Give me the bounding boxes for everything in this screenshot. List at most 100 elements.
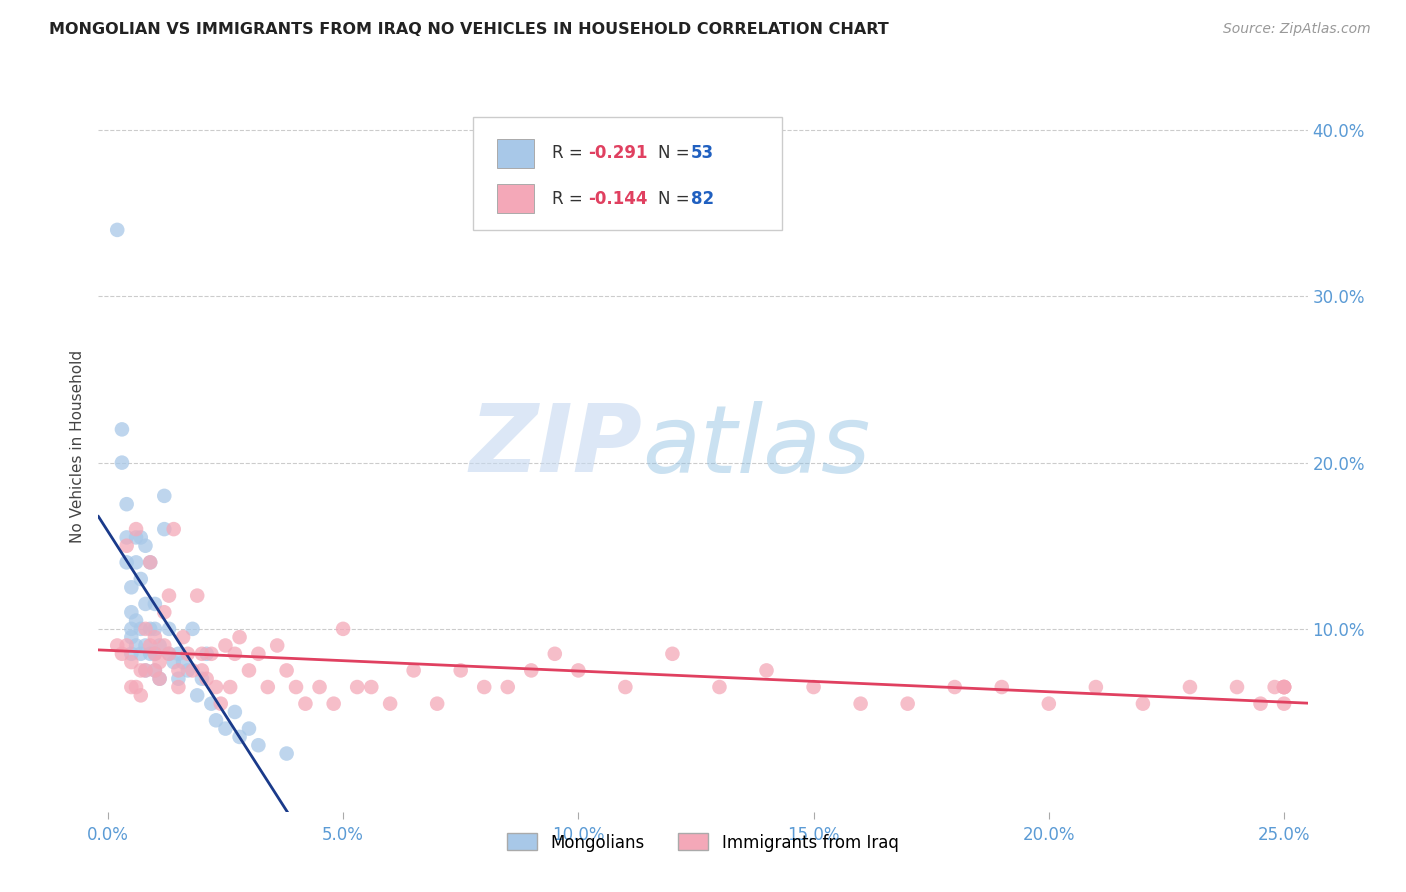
Point [167,647,190,661]
Point [1272,697,1295,711]
Point [191,664,214,678]
Point [153,489,176,503]
Point [125,530,148,544]
Point [115,539,138,553]
Point [172,655,194,669]
Point [125,639,148,653]
Point [139,622,162,636]
Point [139,639,162,653]
Point [129,622,152,636]
Point [157,589,180,603]
Point [943,680,966,694]
Point [360,680,382,694]
Point [755,664,778,678]
Point [111,647,134,661]
Point [238,722,260,736]
Point [134,539,156,553]
Point [200,697,222,711]
Text: R =: R = [551,190,588,208]
Point [125,555,148,569]
Point [111,422,134,436]
Point [472,680,495,694]
Point [163,655,186,669]
Point [134,622,156,636]
Text: -0.291: -0.291 [588,145,648,162]
Point [105,639,128,653]
Point [149,672,172,686]
Point [803,680,825,694]
Point [186,689,208,703]
Point [120,605,142,619]
Point [115,530,138,544]
Point [134,664,156,678]
Point [181,664,204,678]
Point [1250,697,1272,711]
FancyBboxPatch shape [474,117,782,230]
Text: atlas: atlas [643,401,870,491]
Point [115,639,138,653]
Point [544,647,567,661]
Point [256,680,278,694]
Point [1178,680,1201,694]
Point [322,697,344,711]
Text: N =: N = [658,145,695,162]
Point [205,680,228,694]
Text: -0.144: -0.144 [588,190,648,208]
Point [247,738,270,752]
Point [167,672,190,686]
Point [177,664,200,678]
Point [1264,680,1286,694]
Point [177,647,200,661]
Point [125,680,148,694]
Text: N =: N = [658,190,695,208]
Point [276,747,298,761]
Point [143,630,166,644]
Point [120,630,142,644]
Point [139,555,162,569]
Point [129,530,152,544]
Point [191,672,214,686]
Point [120,622,142,636]
Point [426,697,449,711]
Point [143,597,166,611]
Point [111,456,134,470]
Point [294,697,316,711]
Point [205,714,228,728]
Point [120,655,142,669]
Point [1226,680,1249,694]
Point [1038,697,1060,711]
Point [143,622,166,636]
Y-axis label: No Vehicles in Household: No Vehicles in Household [70,350,86,542]
Point [105,223,128,237]
Point [181,622,204,636]
Point [134,639,156,653]
Point [143,647,166,661]
Point [332,622,354,636]
Point [450,664,472,678]
Point [346,680,368,694]
Point [496,680,519,694]
Point [520,664,543,678]
Point [157,622,180,636]
Point [115,555,138,569]
Point [276,664,298,678]
Point [153,605,176,619]
Point [214,722,236,736]
Point [125,522,148,536]
Text: R =: R = [551,145,588,162]
Point [195,647,218,661]
Point [191,647,214,661]
Point [285,680,308,694]
Point [1132,697,1154,711]
Point [1272,680,1295,694]
Point [614,680,637,694]
Text: ZIP: ZIP [470,400,643,492]
Text: 53: 53 [690,145,714,162]
Text: MONGOLIAN VS IMMIGRANTS FROM IRAQ NO VEHICLES IN HOUSEHOLD CORRELATION CHART: MONGOLIAN VS IMMIGRANTS FROM IRAQ NO VEH… [49,22,889,37]
Point [134,597,156,611]
Point [120,580,142,594]
Point [129,689,152,703]
Point [129,647,152,661]
Point [214,639,236,653]
Point [209,697,232,711]
